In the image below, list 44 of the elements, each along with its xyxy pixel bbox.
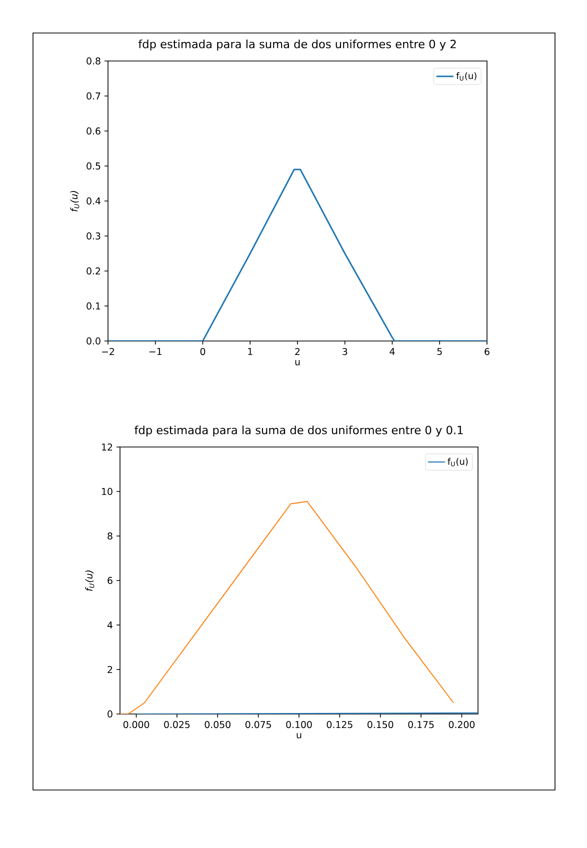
x-tick-label: 0.125 <box>326 721 352 728</box>
y-tick-label: 0.6 <box>86 127 100 135</box>
y-tick-label: 0.7 <box>86 92 100 100</box>
x-axis-title: u <box>296 732 302 738</box>
x-tick-label: −2 <box>102 348 114 355</box>
x-tick-label: 0.200 <box>448 721 475 728</box>
y-tick-label: 0.2 <box>86 267 100 275</box>
x-tick-label: 1 <box>248 348 252 355</box>
y-tick-label: 0.5 <box>86 162 100 170</box>
y-tick-label: 0 <box>108 710 112 718</box>
x-tick-label: 0.025 <box>164 721 190 728</box>
y-axis-title: f$_{U}$(u) <box>70 191 80 212</box>
x-tick-label: 0.150 <box>368 721 394 728</box>
y-tick-label: 4 <box>107 622 112 628</box>
y-tick-label: 8 <box>108 532 112 540</box>
chart-title: fdp estimada para la suma de dos uniformes entre 0 y 0.1 <box>134 426 463 436</box>
legend-label: f$_{U}$(u) <box>456 72 476 81</box>
line-series <box>120 501 454 714</box>
x-tick-label: 0.000 <box>123 721 150 728</box>
y-tick-label: 10 <box>102 488 112 496</box>
x-tick-label: 0.075 <box>245 721 271 728</box>
chart-title: fdp estimada para la suma de dos uniformes entre 0 y 2 <box>138 40 456 50</box>
y-tick-label: 0.8 <box>86 57 100 65</box>
y-tick-label: 0.1 <box>86 302 100 310</box>
x-tick-label: 0.175 <box>408 721 434 728</box>
x-tick-label: 3 <box>342 348 348 356</box>
y-tick-label: 0.3 <box>86 232 100 240</box>
x-tick-label: 5 <box>437 348 442 356</box>
x-tick-label: 4 <box>390 348 395 355</box>
x-tick-label: −1 <box>149 348 162 355</box>
y-tick-label: 2 <box>108 666 112 673</box>
y-tick-label: 0.4 <box>86 197 100 205</box>
x-tick-label: 6 <box>484 348 490 356</box>
x-tick-label: 0 <box>200 348 206 356</box>
x-tick-label: 0.050 <box>204 721 230 728</box>
y-axis-title: f$_{U}$(u) <box>85 570 94 591</box>
y-tick-label: 6 <box>108 576 112 584</box>
x-axis-title: u <box>295 360 300 366</box>
legend-label: f$_{U}$(u) <box>448 458 468 466</box>
x-tick-label: 2 <box>295 348 300 355</box>
line-series <box>108 168 488 341</box>
y-tick-label: 0.0 <box>86 337 100 345</box>
x-tick-label: 0.100 <box>286 721 312 728</box>
y-tick-label: 12 <box>102 444 112 450</box>
